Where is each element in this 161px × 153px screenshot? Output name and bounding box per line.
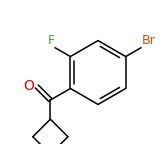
Text: F: F xyxy=(47,34,54,47)
Text: O: O xyxy=(23,80,34,93)
Text: Br: Br xyxy=(142,34,156,47)
